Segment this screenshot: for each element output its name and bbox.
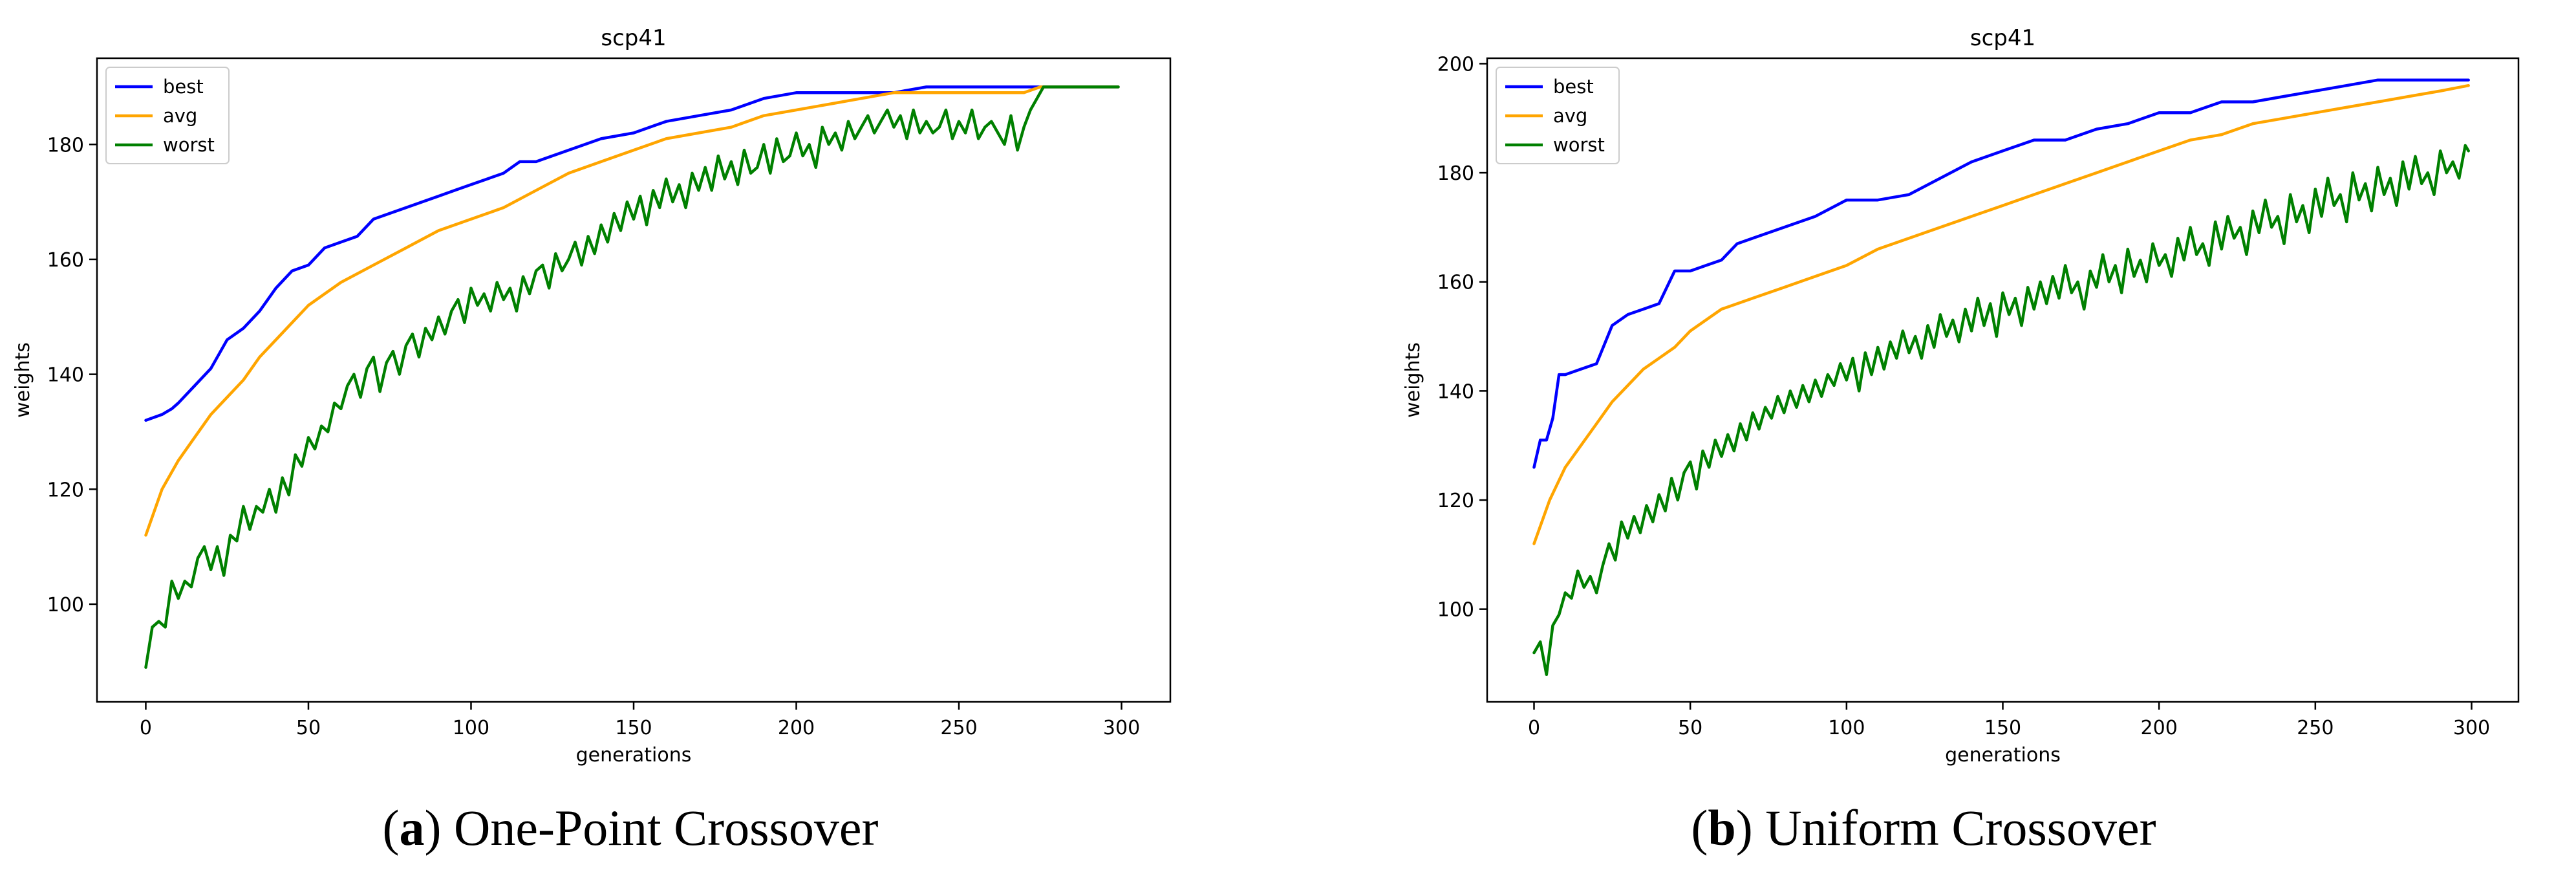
y-tick-label: 140 <box>47 364 84 387</box>
series-line-avg <box>144 85 1120 537</box>
series-line-worst <box>144 85 1120 669</box>
chart-b: 0 50 100 150 200 250 300 100 120 140 160 180 200 scp4… <box>1402 25 2520 767</box>
y-axis-label: weights <box>12 342 34 418</box>
caption-a-text: ) One-Point Crossover <box>424 800 879 856</box>
x-tick-label: 200 <box>778 717 815 739</box>
caption-b: (b) Uniform Crossover <box>1691 800 2156 856</box>
chart-a: 0 50 100 150 200 250 300 100 120 140 160 180 scp41 ge… <box>12 25 1172 767</box>
series-line-best <box>144 85 1120 422</box>
x-tick-label: 250 <box>940 717 977 739</box>
x-tick-label: 0 <box>140 717 152 739</box>
series-line-worst <box>1532 144 2470 677</box>
chart-title: scp41 <box>1970 25 2035 51</box>
series-line-best <box>1532 78 2470 469</box>
y-axis-label: weights <box>1402 342 1424 418</box>
legend-label-avg: avg <box>163 105 197 127</box>
legend-label-worst: worst <box>163 134 215 156</box>
y-tick-label: 160 <box>1437 272 1474 294</box>
y-tick-label: 160 <box>47 249 84 272</box>
x-axis-label: generations <box>576 744 692 767</box>
x-tick-label: 150 <box>1984 717 2021 739</box>
y-tick-label: 100 <box>1437 599 1474 622</box>
x-tick-label: 300 <box>2453 717 2490 739</box>
caption-b-text: ) Uniform Crossover <box>1735 800 2156 856</box>
x-tick-label: 100 <box>453 717 489 739</box>
x-tick-label: 50 <box>1678 717 1702 739</box>
legend-label-best: best <box>163 76 204 98</box>
legend-label-avg: avg <box>1553 105 1587 127</box>
x-tick-label: 250 <box>2297 717 2334 739</box>
x-tick-label: 150 <box>615 717 652 739</box>
legend-box <box>105 67 230 164</box>
series-line-avg <box>1532 83 2470 545</box>
legend-label-worst: worst <box>1553 134 1605 156</box>
y-tick-label: 180 <box>1437 162 1474 185</box>
caption-a: (a) One-Point Crossover <box>382 800 879 856</box>
x-axis-label: generations <box>1945 744 2061 767</box>
y-tick-label: 140 <box>1437 380 1474 403</box>
plot-frame <box>1486 57 2520 703</box>
x-tick-label: 200 <box>2141 717 2178 739</box>
y-tick-label: 120 <box>1437 490 1474 512</box>
y-tick-label: 200 <box>1437 53 1474 76</box>
y-tick-label: 120 <box>47 479 84 501</box>
y-tick-label: 100 <box>47 594 84 616</box>
chart-title: scp41 <box>601 25 666 51</box>
x-tick-label: 300 <box>1103 717 1140 739</box>
legend: best avg worst <box>1496 67 1620 164</box>
x-tick-label: 100 <box>1828 717 1865 739</box>
caption-b-letter: b <box>1708 800 1736 856</box>
legend-box <box>1496 67 1620 164</box>
legend-label-best: best <box>1553 76 1594 98</box>
legend: best avg worst <box>105 67 230 164</box>
y-tick-label: 180 <box>47 134 84 157</box>
x-tick-label: 0 <box>1528 717 1540 739</box>
plot-frame <box>96 57 1172 703</box>
caption-a-letter: a <box>399 800 425 856</box>
x-tick-label: 50 <box>296 717 321 739</box>
